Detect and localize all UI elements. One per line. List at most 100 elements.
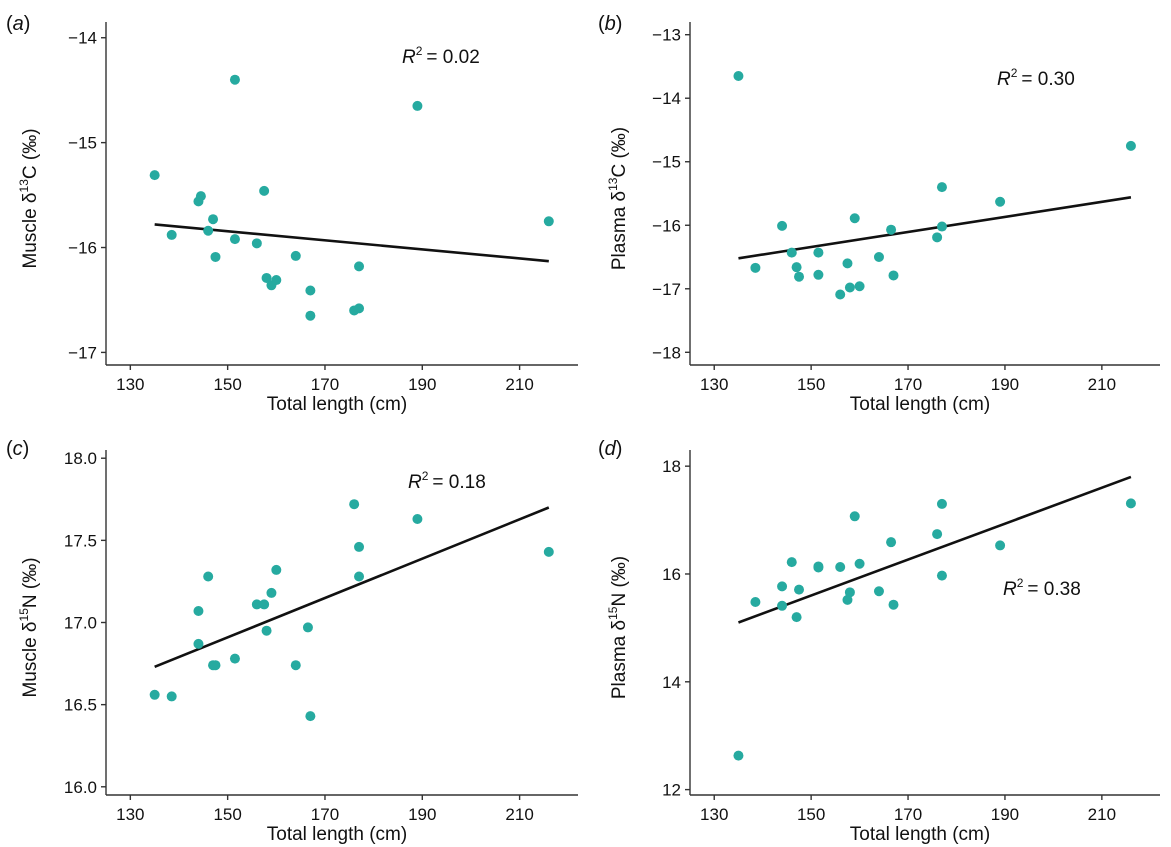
data-point — [271, 564, 282, 575]
data-point — [229, 74, 240, 85]
data-point — [193, 606, 204, 616]
panel-c: 130 150 170 190 210 16.0 16.5 17.0 17.5 18.0 Total… — [6, 438, 578, 845]
data-point — [193, 638, 204, 649]
y-tick-label: 12 — [662, 781, 681, 800]
y-tick-label: −13 — [652, 26, 681, 45]
data-point — [354, 303, 365, 314]
y-axis-title-sup: 15 — [17, 608, 31, 622]
data-point — [791, 262, 802, 273]
data-point — [266, 587, 277, 598]
y-axis-title-prefix: Plasma δ — [609, 620, 630, 699]
data-point — [203, 571, 214, 582]
r-squared-label: R2 = 0.18 — [408, 469, 486, 493]
data-point — [543, 546, 554, 557]
data-point — [873, 252, 884, 263]
x-tick-label: 150 — [213, 805, 241, 824]
x-tick-label: 190 — [991, 805, 1019, 824]
data-point — [149, 170, 160, 181]
r-squared-value: = 0.30 — [1021, 69, 1074, 90]
y-tick-label: −15 — [652, 153, 681, 172]
data-point — [251, 238, 262, 249]
y-tick-label: 16 — [662, 565, 681, 584]
data-point — [813, 561, 824, 572]
data-point — [932, 529, 943, 540]
data-point — [750, 597, 761, 608]
x-tick-label: 130 — [700, 375, 728, 394]
data-point — [777, 581, 788, 592]
data-point — [733, 750, 744, 761]
data-point — [354, 261, 365, 272]
data-point — [203, 225, 214, 236]
panel-label: (a) — [6, 13, 30, 35]
panel-label: (b) — [598, 13, 622, 35]
data-point — [932, 232, 943, 243]
x-tick-label: 210 — [1088, 375, 1116, 394]
data-point — [777, 600, 788, 611]
data-point — [1125, 498, 1136, 509]
x-axis-title: Total length (cm) — [850, 824, 990, 845]
data-point — [543, 216, 554, 227]
y-axis-title: Plasma δ15N (‰) — [606, 556, 630, 699]
data-point — [305, 285, 316, 296]
x-tick-label: 170 — [894, 805, 922, 824]
data-point — [290, 250, 301, 261]
panel-a: 130 150 170 190 210 −17 −16 −15 −14 Total length … — [6, 13, 578, 415]
data-point — [849, 511, 860, 522]
y-tick-label: 18.0 — [64, 449, 97, 468]
regression-line — [738, 475, 1132, 624]
regression-line — [738, 196, 1132, 260]
data-point — [786, 557, 797, 568]
data-point — [259, 599, 270, 610]
x-tick-label: 150 — [797, 805, 825, 824]
x-tick-label: 130 — [700, 805, 728, 824]
y-axis-title-prefix: Muscle δ — [20, 621, 41, 697]
regression-line — [154, 223, 549, 263]
y-axis-title: Muscle δ15N (‰) — [17, 557, 41, 697]
y-axis-title-suffix: C (‰) — [609, 127, 630, 178]
data-point — [888, 270, 899, 281]
data-point — [354, 541, 365, 552]
data-point — [936, 498, 947, 509]
data-point — [844, 282, 855, 293]
data-point — [786, 247, 797, 258]
x-tick-label: 210 — [505, 375, 533, 394]
y-tick-label: 16.5 — [64, 696, 97, 715]
data-point — [149, 689, 160, 700]
data-point — [791, 612, 802, 623]
y-axis-title-suffix: N (‰) — [20, 557, 41, 608]
data-point — [873, 586, 884, 597]
data-point — [733, 70, 744, 81]
x-tick-label: 170 — [311, 375, 339, 394]
x-tick-label: 170 — [894, 375, 922, 394]
y-axis-title-sup: 15 — [606, 606, 620, 620]
y-tick-label: −18 — [652, 343, 681, 362]
panel-b: 130 150 170 190 210 −18 −17 −16 −15 −14 −13 Total l… — [598, 13, 1160, 415]
data-point — [195, 191, 206, 202]
r-squared-label: R2 = 0.30 — [997, 66, 1075, 90]
y-tick-label: 17.0 — [64, 614, 97, 633]
y-tick-label: 16.0 — [64, 778, 97, 797]
panel-label: (d) — [598, 438, 622, 460]
x-tick-label: 190 — [408, 805, 436, 824]
data-point — [208, 214, 219, 225]
data-point — [305, 310, 316, 321]
data-point — [854, 281, 865, 292]
panel-d: 130 150 170 190 210 12 14 16 18 Total length (cm)… — [598, 438, 1160, 845]
data-point — [302, 622, 313, 633]
y-tick-label: −14 — [68, 29, 97, 48]
data-point — [229, 234, 240, 245]
data-point — [835, 289, 846, 300]
x-tick-label: 190 — [408, 375, 436, 394]
data-point — [166, 229, 177, 240]
data-point — [412, 100, 423, 111]
y-tick-label: −17 — [68, 343, 97, 362]
r-squared-value: = 0.38 — [1027, 579, 1080, 600]
x-tick-label: 130 — [116, 805, 144, 824]
panel-label: (c) — [6, 438, 29, 460]
data-point — [936, 182, 947, 193]
data-point — [936, 221, 947, 232]
data-point — [290, 660, 301, 671]
regression-line — [154, 506, 550, 669]
x-tick-label: 150 — [797, 375, 825, 394]
